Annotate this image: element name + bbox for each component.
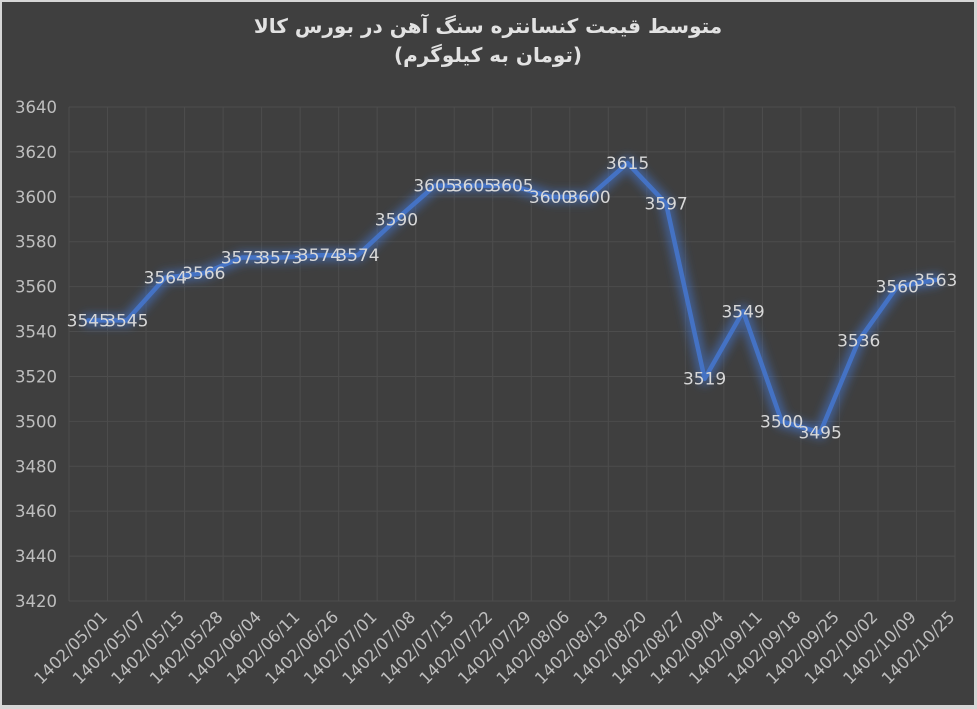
- y-axis-tick-label: 3440: [15, 547, 57, 566]
- data-point-label: 3495: [799, 424, 842, 444]
- data-point-label: 3560: [876, 278, 919, 298]
- data-point-label: 3605: [490, 177, 533, 197]
- chart-title: متوسط قیمت کنسانتره سنگ آهن در بورس کالا: [253, 14, 723, 38]
- data-point-label: 3573: [259, 248, 302, 268]
- data-point-label: 3590: [375, 210, 418, 230]
- data-point-label: 3566: [182, 264, 225, 284]
- y-axis-tick-label: 3600: [15, 188, 57, 207]
- data-point-label: 3563: [914, 271, 957, 291]
- chart-title-block: متوسط قیمت کنسانتره سنگ آهن در بورس کالا…: [2, 12, 974, 70]
- data-point-label: 3573: [221, 248, 264, 268]
- data-point-label: 3536: [837, 332, 880, 352]
- data-point-label: 3519: [683, 370, 726, 390]
- data-point-label: 3605: [413, 177, 456, 197]
- data-point-label: 3597: [644, 195, 687, 215]
- data-point-label: 3600: [567, 188, 610, 208]
- y-axis-tick-label: 3640: [15, 98, 57, 117]
- gridlines: [68, 106, 956, 602]
- y-axis: 3420 3440 3460 3480 3500 3520 3540 3560 3580 3600…: [15, 98, 57, 611]
- y-axis-tick-label: 3460: [15, 502, 57, 521]
- y-axis-tick-label: 3580: [15, 233, 57, 252]
- data-point-label: 3549: [721, 302, 764, 322]
- series-line-glow: [79, 154, 945, 442]
- y-axis-tick-label: 3480: [15, 457, 57, 476]
- data-point-label: 3574: [298, 246, 341, 266]
- data-point-label: 3615: [606, 154, 649, 174]
- chart-subtitle: (تومان به کیلوگرم): [393, 43, 583, 67]
- data-labels: 3545354535643566357335733574357435903605…: [67, 154, 958, 443]
- data-point-label: 3564: [144, 269, 187, 289]
- data-point-label: 3574: [336, 246, 379, 266]
- y-axis-tick-label: 3540: [15, 323, 57, 342]
- y-axis-tick-label: 3560: [15, 278, 57, 297]
- series-line: [86, 160, 938, 435]
- y-axis-tick-label: 3620: [15, 143, 57, 162]
- data-point-label: 3500: [760, 412, 803, 432]
- y-axis-tick-label: 3500: [15, 412, 57, 431]
- x-axis: 1402/05/011402/05/071402/05/151402/05/28…: [30, 607, 958, 688]
- data-point-label: 3545: [105, 311, 148, 331]
- y-axis-tick-label: 3520: [15, 367, 57, 386]
- data-point-label: 3605: [452, 177, 495, 197]
- y-axis-tick-label: 3420: [15, 592, 57, 611]
- data-point-label: 3600: [529, 188, 572, 208]
- data-point-label: 3545: [67, 311, 110, 331]
